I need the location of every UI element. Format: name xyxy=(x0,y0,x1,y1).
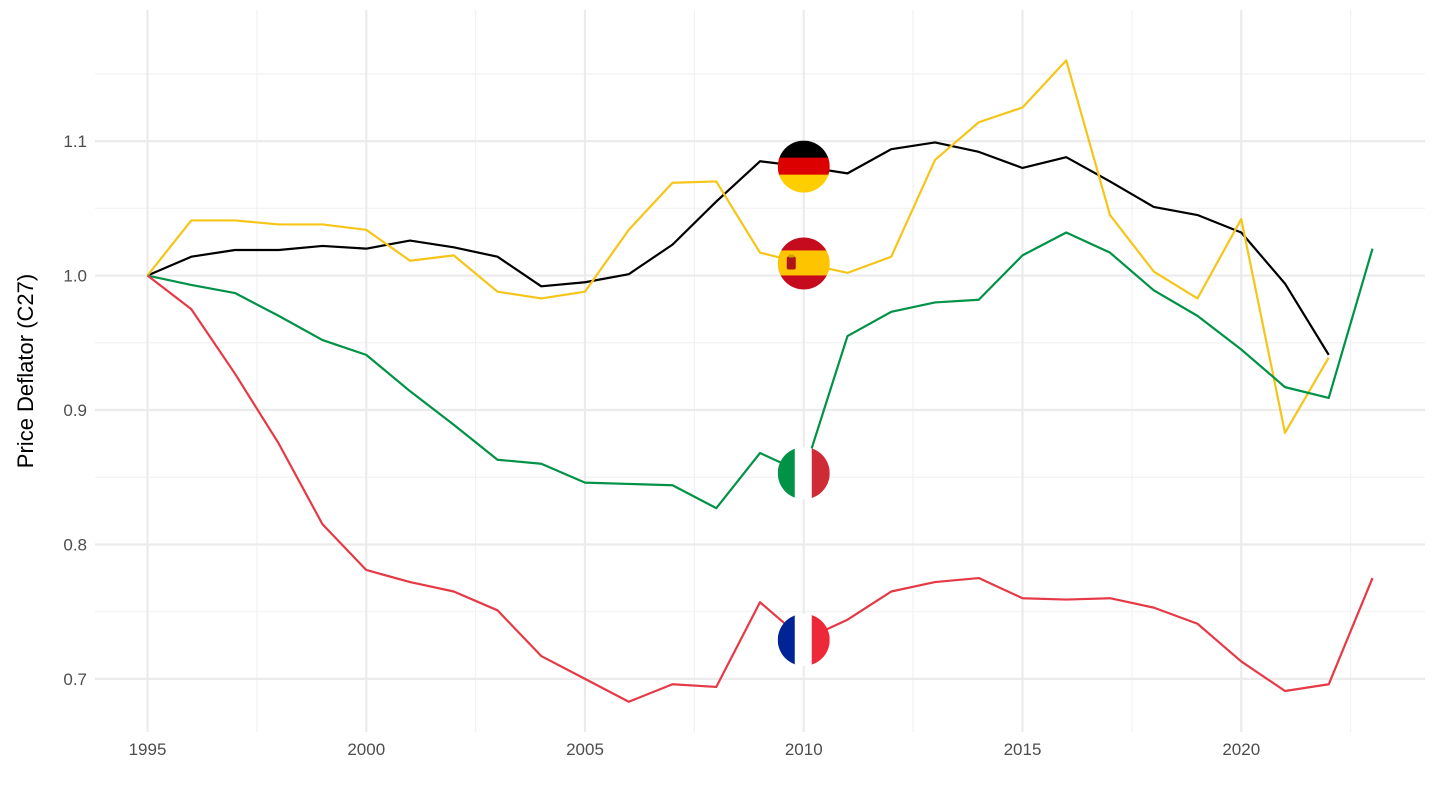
germany-flag-icon xyxy=(777,140,830,193)
x-tick-label: 2020 xyxy=(1222,740,1260,759)
x-tick-label: 2000 xyxy=(347,740,385,759)
series-line-france xyxy=(146,274,1374,703)
y-tick-label: 0.8 xyxy=(63,535,87,554)
x-tick-label: 2005 xyxy=(566,740,604,759)
y-tick-label: 0.9 xyxy=(63,401,87,420)
y-tick-label: 1.1 xyxy=(63,132,87,151)
series-lines xyxy=(146,59,1374,703)
axis-labels: 1995 2000 2005 2010 2015 2020 0.7 0.8 0.9 1.0 1.1 xyxy=(63,132,1260,759)
grid xyxy=(95,10,1425,732)
y-tick-label: 1.0 xyxy=(63,267,87,286)
spain-flag-icon xyxy=(777,237,830,290)
series-line-italy xyxy=(147,231,1374,510)
france-flag-icon xyxy=(777,613,830,666)
x-tick-label: 1995 xyxy=(129,740,167,759)
x-tick-label: 2010 xyxy=(785,740,823,759)
series-line-spain xyxy=(146,59,1330,434)
y-tick-label: 0.7 xyxy=(63,670,87,689)
series-line-germany xyxy=(147,141,1330,356)
flag-markers xyxy=(777,140,830,666)
y-axis-title: Price Deflator (C27) xyxy=(13,274,38,468)
x-tick-label: 2015 xyxy=(1004,740,1042,759)
italy-flag-icon xyxy=(777,447,830,500)
